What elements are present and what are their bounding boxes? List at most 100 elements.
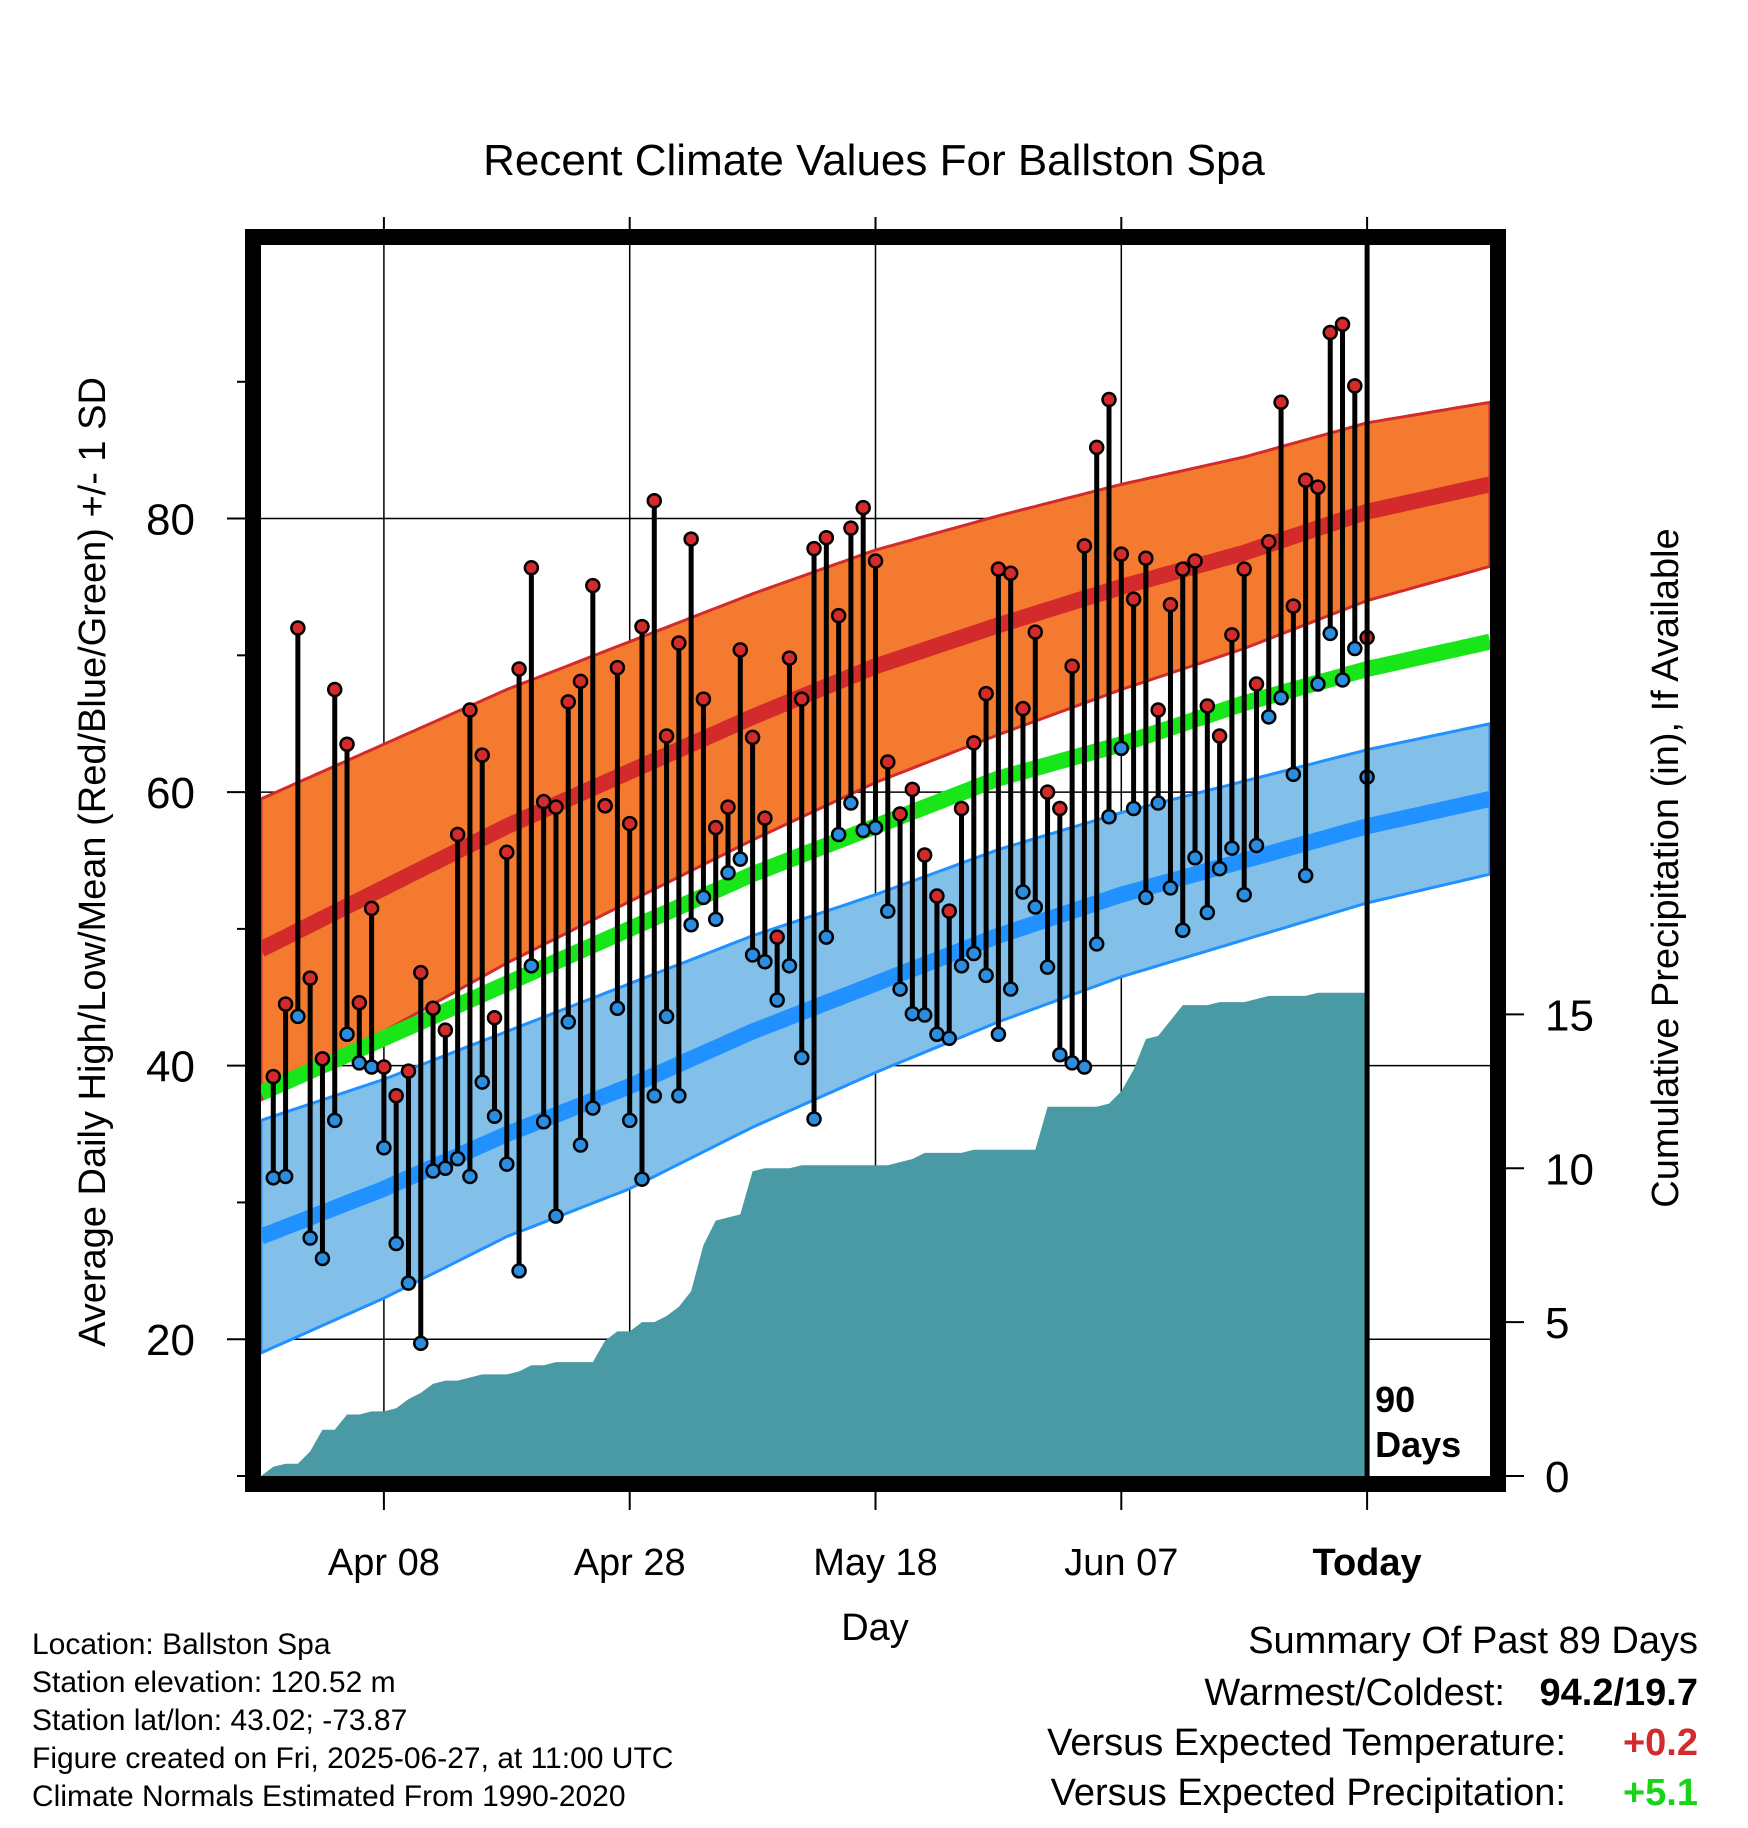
daily-high-point [658,728,675,744]
daily-low-point [326,1112,343,1129]
daily-low-point [953,958,970,974]
station-info: Location: Ballston Spa Station elevation… [32,1626,673,1816]
daily-high-point [1347,378,1363,394]
daily-high-point [1236,561,1252,577]
daily-high-point [548,799,564,815]
daily-high-point [634,618,650,635]
daily-low-point [1015,884,1031,900]
daily-high-point [929,888,945,904]
daily-high-point [1187,553,1203,569]
daily-low-point [474,1074,490,1090]
daily-high-point [953,800,970,817]
daily-high-point [781,650,798,666]
daily-high-point [499,844,515,861]
daily-high-point [1297,472,1314,489]
x-tick-label: May 18 [813,1542,938,1584]
daily-high-point [326,681,343,698]
daily-high-point [1138,550,1154,566]
daily-high-point [1015,700,1031,717]
daily-low-point [1150,795,1166,811]
daily-low-point [1002,981,1019,997]
daily-high-point [1285,598,1302,614]
created-text: Figure created on Fri, 2025-06-27, at 11… [32,1742,674,1775]
daily-high-point [1199,698,1216,714]
y2-axis-title: Cumulative Precipitation (in), If Availa… [1645,528,1687,1207]
daily-low-point [609,1000,626,1016]
x-tick-label: Jun 07 [1064,1542,1178,1584]
daily-high-point [806,540,822,557]
daily-high-point [413,964,429,981]
daily-high-point [265,1068,282,1085]
daily-low-point [1039,959,1056,975]
y2-tick-label: 15 [1545,991,1594,1040]
daily-high-point [1248,676,1265,692]
daily-high-point [523,560,540,576]
daily-high-point [560,694,576,710]
daily-high-point [511,661,527,677]
low-normal-line [258,791,1492,1245]
daily-low-point [658,1008,675,1025]
daily-high-point [1076,538,1093,554]
y-tick-label: 60 [146,769,195,818]
today-marker-label: 90 [1375,1379,1415,1420]
daily-high-point [1334,316,1351,333]
daily-high-point [1322,324,1338,341]
daily-high-point [1027,624,1044,640]
daily-low-point [843,795,859,811]
daily-high-point [376,1059,392,1075]
daily-low-point [941,1030,957,1047]
daily-high-point [1273,394,1289,411]
daily-high-point [1113,546,1130,562]
y-axis-title: Average Daily High/Low/Mean (Red/Blue/Gr… [72,377,114,1347]
daily-low-point [523,958,540,974]
daily-high-point [1088,439,1105,456]
daily-high-point [1310,479,1326,495]
today-marker-label: Days [1375,1424,1461,1465]
daily-high-point [351,994,368,1011]
daily-low-point [1199,904,1216,921]
y2-tick-label: 0 [1545,1453,1569,1502]
daily-low-point [916,1007,933,1023]
daily-high-point [1002,565,1019,582]
daily-low-point [499,1156,515,1172]
daily-high-point [597,798,613,814]
daily-low-point [462,1168,478,1185]
daily-low-point [1297,867,1314,884]
daily-high-point [449,826,466,843]
daily-low-point [1248,837,1265,854]
daily-low-point [1076,1059,1093,1075]
daily-high-point [769,929,785,945]
daily-high-point [1052,800,1068,817]
daily-high-point [314,1051,331,1067]
daily-low-point [1187,850,1203,866]
daily-low-point [376,1139,392,1156]
daily-low-point [437,1160,454,1176]
daily-high-point [1125,591,1142,608]
daily-low-point [425,1163,441,1179]
daily-low-point [1211,860,1228,877]
daily-low-point [929,1026,945,1042]
daily-low-point [634,1171,650,1187]
daily-low-point [511,1263,527,1279]
daily-low-point [1125,800,1142,817]
daily-high-point [621,815,638,832]
daily-low-point [265,1170,282,1186]
daily-high-point [646,493,663,509]
daily-high-point [978,685,994,702]
daily-low-point [572,1137,589,1153]
daily-low-point [1236,886,1252,903]
chart-title: Recent Climate Values For Ballston Spa [483,136,1265,185]
y-tick-label: 40 [146,1043,195,1092]
daily-high-point [535,793,552,810]
y-tick-label: 20 [146,1316,195,1365]
daily-high-point [1101,391,1117,408]
daily-low-point [757,953,773,970]
daily-low-point [978,967,994,984]
daily-low-point [621,1112,638,1129]
x-tick-label: Apr 28 [574,1542,686,1584]
daily-low-point [548,1208,564,1224]
x-axis-title: Day [841,1607,909,1649]
daily-low-point [1224,840,1240,856]
daily-low-point [855,822,871,839]
